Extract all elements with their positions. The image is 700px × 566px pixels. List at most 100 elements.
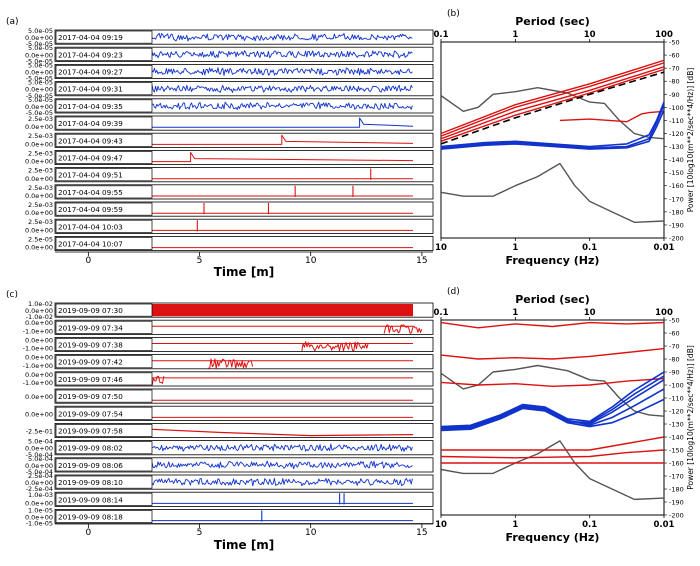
trace-waveform (88, 117, 414, 128)
trace-y-tick: 2.5e-03 (28, 201, 53, 209)
psd-series-line (441, 66, 664, 140)
y-tick-label: -80 (669, 78, 680, 86)
trace-label-box (55, 475, 153, 489)
trace-label-box (55, 372, 153, 386)
trace-y-tick: 5.0e-04 (28, 438, 53, 446)
trace-label-box (55, 133, 153, 147)
trace-y-tick: 2.5e-05 (28, 235, 53, 243)
y-tick-label: -200 (669, 235, 684, 243)
x-tick-label: 5 (197, 256, 203, 266)
psd-series-line (441, 398, 664, 432)
trace-y-tick: 0.0e+00 (25, 354, 53, 362)
trace-label: 2017-04-04 09:23 (58, 50, 123, 59)
trace-y-tick: -5.0e-04 (26, 451, 53, 459)
trace-label: 2019-09-09 07:30 (58, 306, 123, 315)
trace-label-box (55, 30, 153, 44)
freq-tick-label: 10 (435, 243, 447, 253)
trace-y-tick: 0.0e+00 (25, 209, 53, 217)
panel-label: (a) (6, 17, 19, 27)
trace-y-tick: 0.0e+00 (25, 34, 53, 42)
trace-y-tick: 5.0e-05 (28, 61, 53, 69)
x-tick-label: 0 (85, 256, 91, 266)
period-tick-label: 100 (655, 30, 673, 40)
trace-label: 2017-04-04 09:35 (58, 102, 123, 111)
psd-series-line (441, 162, 664, 224)
trace-label: 2017-04-04 09:59 (58, 205, 123, 214)
trace-label-box (55, 168, 153, 182)
psd-series-line (559, 110, 664, 123)
period-tick-label: 0.1 (433, 308, 448, 318)
trace-y-tick: 0.0e+00 (25, 336, 53, 344)
freq-tick-label: 1 (512, 520, 518, 530)
trace-label: 2017-04-04 09:39 (58, 119, 123, 128)
x-axis-label: Time [m] (214, 265, 275, 279)
trace-y-tick: -2.5e-04 (26, 485, 53, 493)
period-tick-label: 1 (512, 30, 518, 40)
x-tick-label: 15 (416, 528, 427, 538)
trace-label-box (55, 424, 153, 437)
freq-axis-title: Frequency (Hz) (506, 531, 600, 544)
x-tick-label: 0 (85, 528, 91, 538)
trace-waveform (88, 151, 414, 163)
period-tick-label: 0.1 (433, 30, 448, 40)
trace-label-box (55, 320, 153, 334)
trace-y-tick: 5.0e-04 (28, 455, 53, 463)
psd-series-line (441, 436, 664, 451)
trace-y-tick: 0.0e+00 (25, 51, 53, 59)
y-tick-label: -110 (669, 395, 684, 403)
y-tick-label: -140 (669, 156, 684, 164)
trace-label-box (55, 202, 153, 216)
y-tick-label: -100 (669, 382, 684, 390)
psd-series-line (441, 104, 664, 149)
y-tick-label: -90 (669, 91, 680, 99)
freq-tick-label: 10 (435, 520, 447, 530)
panel-label: (d) (447, 287, 460, 297)
period-tick-label: 100 (655, 308, 673, 318)
trace-waveform (135, 304, 413, 317)
trace-label-box (55, 82, 153, 96)
y-tick-label: -100 (669, 104, 684, 112)
trace-y-tick: 2.5e-04 (28, 472, 53, 480)
y-tick-label: -130 (669, 421, 684, 429)
trace-label-box (55, 355, 153, 369)
trace-label: 2019-09-09 07:46 (58, 375, 123, 384)
trace-y-tick: -1.0e+00 (23, 379, 53, 387)
trace-label-box (55, 47, 153, 61)
trace-y-tick: 5.0e-05 (28, 96, 53, 104)
trace-label: 2019-09-09 08:02 (58, 444, 123, 453)
trace-y-tick: -5.0e-05 (26, 57, 53, 65)
psd-series-group (441, 321, 664, 501)
psd-series-line (441, 321, 664, 329)
trace-label-box (55, 441, 153, 455)
trace-label-box (55, 99, 153, 113)
trace-y-tick: -5.0e-04 (26, 468, 53, 476)
y-tick-label: -60 (669, 52, 680, 60)
psd-series-line (441, 449, 664, 459)
y-tick-label: -200 (669, 512, 684, 520)
trace-label: 2019-09-09 07:38 (58, 341, 123, 350)
psd-series-line (441, 62, 664, 137)
freq-tick-label: 0.01 (654, 243, 675, 253)
trace-label: 2019-09-09 08:06 (58, 461, 123, 470)
trace-label: 2019-09-09 07:50 (58, 392, 123, 401)
trace-burst (383, 324, 423, 334)
psd-series-line (441, 71, 664, 145)
trace-y-tick: 1.0e-02 (28, 300, 53, 308)
freq-tick-label: 0.1 (582, 520, 597, 530)
y-tick-label: -180 (669, 208, 684, 216)
trace-label: 2017-04-04 09:19 (58, 33, 123, 42)
panel-label: (b) (447, 9, 460, 19)
trace-y-tick: -1.0e-05 (26, 520, 53, 528)
trace-label: 2017-04-04 09:55 (58, 188, 123, 197)
trace-label-box (55, 338, 153, 351)
psd-series-line (441, 371, 664, 428)
psd-series-line (441, 440, 664, 501)
y-tick-label: -60 (669, 330, 680, 338)
y-tick-label: -190 (669, 221, 684, 229)
freq-tick-label: 0.1 (582, 243, 597, 253)
period-tick-label: 10 (584, 308, 596, 318)
trace-label: 2019-09-09 07:34 (58, 323, 123, 332)
trace-label-box (55, 303, 153, 317)
y-tick-label: -70 (669, 343, 680, 351)
